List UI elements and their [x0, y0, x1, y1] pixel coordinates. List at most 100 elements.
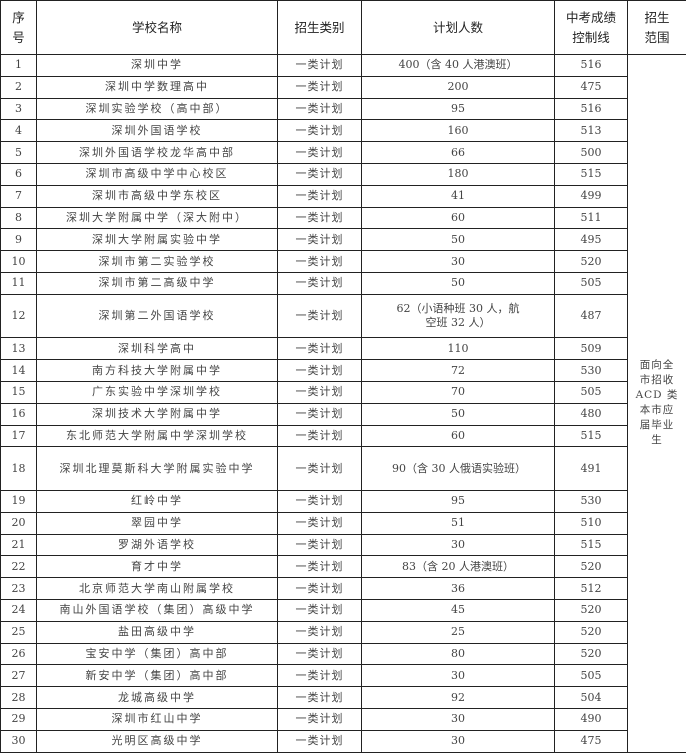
cell-no: 22 [0, 555, 37, 579]
table-row: 7 深圳市高级中学东校区 一类计划 41 499 [0, 184, 686, 208]
cell-no: 24 [0, 598, 37, 622]
cell-score: 504 [554, 686, 628, 709]
table-row: 28 龙城高级中学 一类计划 92 504 [0, 686, 686, 709]
cell-scope: 面向全市招收ACD 类本市应届毕业生 [627, 54, 686, 753]
cell-score: 520 [554, 620, 628, 644]
cell-category: 一类计划 [277, 533, 362, 557]
cell-category: 一类计划 [277, 620, 362, 644]
cell-category: 一类计划 [277, 54, 362, 77]
cell-school: 深圳北理莫斯科大学附属实验中学 [36, 446, 278, 491]
cell-no: 4 [0, 119, 37, 143]
cell-category: 一类计划 [277, 359, 362, 382]
cell-score: 515 [554, 424, 628, 448]
cell-score: 495 [554, 228, 628, 252]
cell-category: 一类计划 [277, 75, 362, 99]
table-row: 12 深圳第二外国语学校 一类计划 62（小语种班 30 人，航空班 32 人） 487 [0, 293, 686, 339]
cell-plan: 50 [361, 228, 555, 252]
table-row: 15 广东实验中学深圳学校 一类计划 70 505 [0, 380, 686, 404]
cell-no: 8 [0, 206, 37, 230]
cell-no: 30 [0, 729, 37, 753]
cell-no: 28 [0, 686, 37, 709]
cell-category: 一类计划 [277, 489, 362, 513]
cell-school: 深圳市第二实验学校 [36, 250, 278, 273]
table-row: 16 深圳技术大学附属中学 一类计划 50 480 [0, 402, 686, 426]
cell-plan: 36 [361, 577, 555, 600]
cell-school: 深圳市高级中学东校区 [36, 184, 278, 208]
table-row: 13 深圳科学高中 一类计划 110 509 [0, 337, 686, 361]
cell-category: 一类计划 [277, 577, 362, 600]
cell-score: 505 [554, 271, 628, 295]
header-plan: 计划人数 [361, 0, 555, 55]
cell-school: 南山外国语学校（集团）高级中学 [36, 598, 278, 622]
cell-school: 深圳外国语学校龙华高中部 [36, 141, 278, 164]
cell-no: 29 [0, 707, 37, 731]
cell-no: 2 [0, 75, 37, 99]
cell-plan: 60 [361, 424, 555, 448]
cell-plan: 60 [361, 206, 555, 230]
cell-plan: 95 [361, 489, 555, 513]
cell-no: 25 [0, 620, 37, 644]
cell-category: 一类计划 [277, 380, 362, 404]
cell-category: 一类计划 [277, 206, 362, 230]
cell-plan: 200 [361, 75, 555, 99]
cell-no: 5 [0, 141, 37, 164]
cell-category: 一类计划 [277, 664, 362, 688]
cell-school: 深圳大学附属实验中学 [36, 228, 278, 252]
cell-school: 深圳科学高中 [36, 337, 278, 361]
table-body: 1 深圳中学 一类计划 400（含 40 人港澳班） 516 面向全市招收ACD 类本市应… [0, 54, 686, 753]
table-row: 4 深圳外国语学校 一类计划 160 513 [0, 119, 686, 143]
header-no: 序号 [0, 0, 37, 55]
cell-school: 深圳大学附属中学（深大附中） [36, 206, 278, 230]
cell-score: 490 [554, 707, 628, 731]
cell-no: 27 [0, 664, 37, 688]
table-row: 25 盐田高级中学 一类计划 25 520 [0, 620, 686, 644]
table-row: 6 深圳市高级中学中心校区 一类计划 180 515 [0, 162, 686, 186]
cell-category: 一类计划 [277, 184, 362, 208]
cell-plan: 160 [361, 119, 555, 143]
cell-plan: 50 [361, 402, 555, 426]
cell-score: 487 [554, 293, 628, 339]
cell-no: 11 [0, 271, 37, 295]
cell-score: 499 [554, 184, 628, 208]
cell-plan: 30 [361, 729, 555, 753]
cell-category: 一类计划 [277, 446, 362, 491]
cell-category: 一类计划 [277, 729, 362, 753]
table-row: 20 翠园中学 一类计划 51 510 [0, 511, 686, 535]
cell-score: 500 [554, 141, 628, 164]
header-scope: 招生范围 [627, 0, 686, 55]
cell-category: 一类计划 [277, 686, 362, 709]
cell-plan: 45 [361, 598, 555, 622]
cell-score: 480 [554, 402, 628, 426]
cell-school: 深圳中学数理高中 [36, 75, 278, 99]
cell-score: 509 [554, 337, 628, 361]
cell-no: 12 [0, 293, 37, 339]
cell-plan: 25 [361, 620, 555, 644]
cell-category: 一类计划 [277, 97, 362, 121]
cell-score: 491 [554, 446, 628, 491]
cell-score: 520 [554, 250, 628, 273]
cell-school: 深圳技术大学附属中学 [36, 402, 278, 426]
cell-score: 475 [554, 729, 628, 753]
cell-school: 红岭中学 [36, 489, 278, 513]
header-row: 序号 学校名称 招生类别 计划人数 中考成绩控制线 招生范围 [0, 0, 686, 55]
table-row: 30 光明区高级中学 一类计划 30 475 [0, 729, 686, 753]
cell-school: 翠园中学 [36, 511, 278, 535]
cell-no: 19 [0, 489, 37, 513]
cell-school: 深圳市第二高级中学 [36, 271, 278, 295]
cell-category: 一类计划 [277, 162, 362, 186]
cell-plan: 66 [361, 141, 555, 164]
cell-plan: 30 [361, 533, 555, 557]
cell-plan: 50 [361, 271, 555, 295]
cell-plan: 95 [361, 97, 555, 121]
cell-category: 一类计划 [277, 337, 362, 361]
cell-school: 光明区高级中学 [36, 729, 278, 753]
cell-score: 512 [554, 577, 628, 600]
table-row: 19 红岭中学 一类计划 95 530 [0, 489, 686, 513]
table-row: 21 罗湖外语学校 一类计划 30 515 [0, 533, 686, 557]
cell-plan: 90（含 30 人俄语实验班） [361, 446, 555, 491]
table-row: 23 北京师范大学南山附属学校 一类计划 36 512 [0, 577, 686, 600]
cell-school: 盐田高级中学 [36, 620, 278, 644]
table-row: 10 深圳市第二实验学校 一类计划 30 520 [0, 250, 686, 273]
cell-category: 一类计划 [277, 511, 362, 535]
cell-plan: 110 [361, 337, 555, 361]
